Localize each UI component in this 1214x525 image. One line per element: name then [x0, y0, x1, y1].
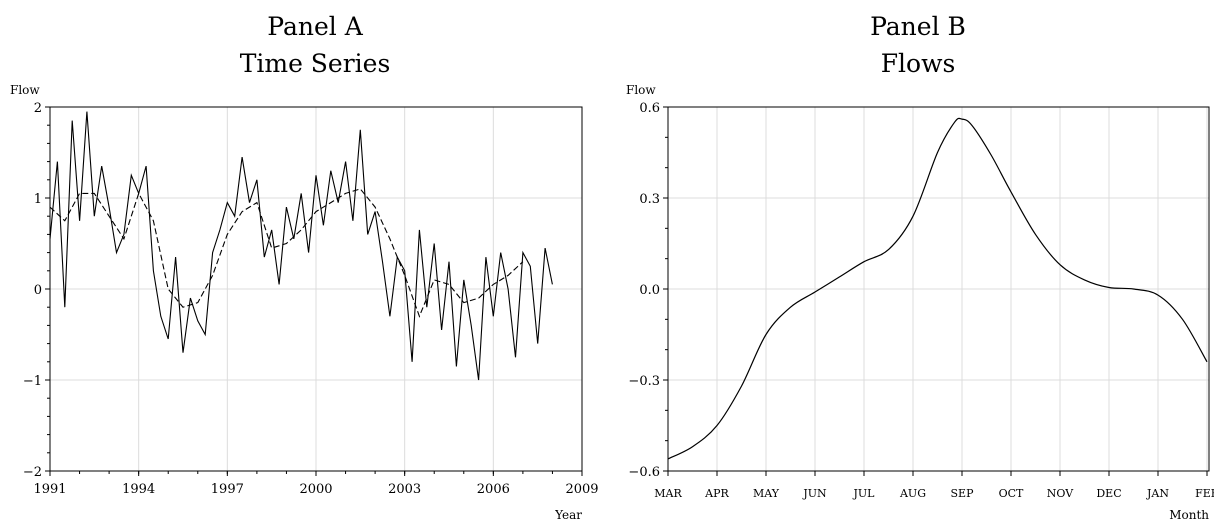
panel-b-title: Panel B [870, 12, 966, 41]
panel-b-xtick-label: AUG [899, 487, 926, 500]
panel-a-dashed-series-line [49, 188, 524, 318]
panel-a-series [49, 111, 553, 381]
panel-b-xtick-label: FEB [1195, 487, 1214, 500]
panel-a-xtick-label: 1997 [211, 482, 244, 497]
panel-a-xtick-label: 2003 [388, 482, 421, 497]
panel-b: Panel B Flows Flow Month MAR APR MAY JUN JUL… [626, 12, 1214, 522]
panel-b-xtick-label: JUL [853, 487, 876, 500]
panel-a-ytick-label: −1 [23, 374, 42, 389]
panel-b-subtitle: Flows [881, 49, 956, 78]
panel-a-ytick-label: 1 [34, 192, 42, 207]
panel-b-ytick-label: −0.3 [628, 374, 660, 389]
panel-a-frame [49, 106, 583, 472]
panel-b-xtick-label: NOV [1047, 487, 1074, 500]
panel-b-xtick-label: JUN [802, 487, 827, 500]
panel-b-ytick-label: 0.6 [639, 101, 660, 116]
panel-a-xtick-label: 1994 [122, 482, 155, 497]
panel-a-xtick-label: 2000 [299, 482, 332, 497]
panel-b-ytick-label: −0.6 [628, 465, 660, 480]
panel-b-xtick-label: MAR [654, 487, 682, 500]
panel-a-ylabel: Flow [10, 83, 40, 97]
panel-b-frame [667, 106, 1210, 472]
panel-b-xlabel: Month [1169, 508, 1209, 522]
panel-a-title: Panel A [267, 12, 363, 41]
panel-b-xtick-label: JAN [1146, 487, 1169, 500]
panel-a-subtitle: Time Series [240, 49, 391, 78]
panel-a-xtick-label: 1991 [33, 482, 66, 497]
panel-b-series [667, 117, 1208, 460]
panel-b-xtick-label: MAY [753, 487, 780, 500]
panel-a-xtick-label: 2009 [565, 482, 598, 497]
panel-a-xlabel: Year [554, 508, 582, 522]
panel-b-xtick-label: DEC [1096, 487, 1121, 500]
panel-a-grid [49, 106, 583, 472]
panel-b-xtick-label: APR [704, 487, 729, 500]
panel-a-ytick-label: −2 [23, 465, 42, 480]
panel-b-flow-curve [667, 117, 1208, 460]
panel-a-ytick-label: 2 [34, 101, 42, 116]
panel-b-ylabel: Flow [626, 83, 656, 97]
panel-a: Panel A Time Series Flow Year 1991 1994 19… [10, 12, 599, 522]
panel-a-xtick-label: 2006 [477, 482, 510, 497]
panel-a-ytick-label: 0 [34, 283, 42, 298]
panel-a-ticks: 1991 1994 1997 2000 2003 2006 2009 −2 −1 0 1 2 [23, 101, 599, 497]
panel-b-ticks: MAR APR MAY JUN JUL AUG SEP OCT NOV DEC JAN FEB −0.6… [628, 101, 1214, 500]
panel-b-ytick-label: 0.3 [639, 192, 660, 207]
panel-a-solid-series-line [49, 111, 553, 381]
panel-b-xtick-label: SEP [951, 487, 975, 500]
panel-b-ytick-label: 0.0 [639, 283, 660, 298]
panel-b-xtick-label: OCT [999, 487, 1024, 500]
